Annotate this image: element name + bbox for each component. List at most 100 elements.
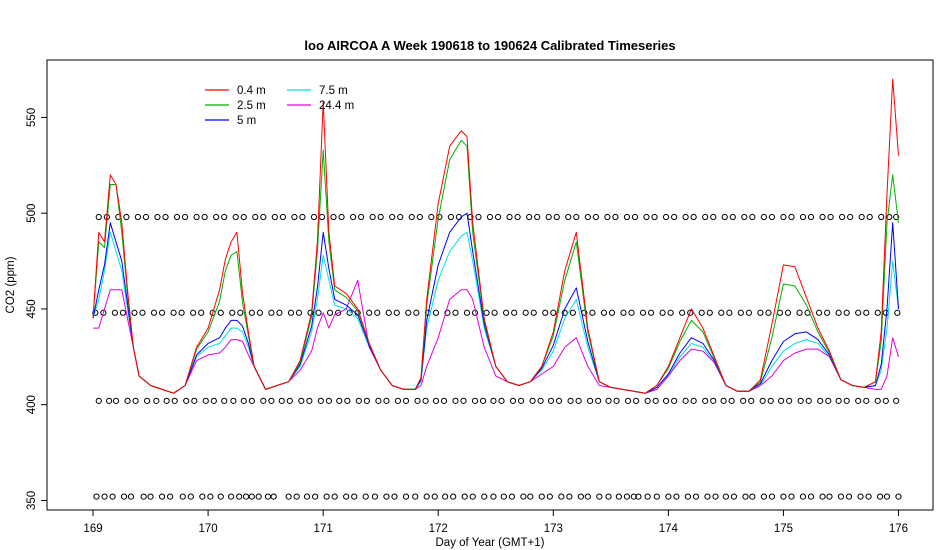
calibration-point bbox=[463, 309, 471, 316]
calibration-point bbox=[797, 397, 804, 404]
calibration-point bbox=[248, 493, 255, 500]
calibration-point bbox=[198, 309, 205, 316]
calibration-point bbox=[893, 397, 900, 404]
calibration-point bbox=[248, 309, 255, 316]
calibration-point bbox=[362, 493, 369, 500]
series-line-0-4-m bbox=[92, 78, 899, 394]
calibration-point bbox=[612, 213, 619, 221]
y-axis: 350 400 450 500 550 bbox=[26, 108, 47, 510]
calibration-point bbox=[874, 397, 881, 404]
calibration-point bbox=[471, 397, 479, 404]
calibration-point bbox=[815, 309, 823, 316]
calibration-point bbox=[278, 397, 285, 404]
calibration-point bbox=[845, 493, 853, 500]
calibration-point bbox=[595, 397, 602, 404]
calibration-point bbox=[423, 493, 430, 500]
calibration-point bbox=[682, 213, 689, 221]
calibration-point bbox=[767, 397, 774, 404]
calibration-point bbox=[843, 397, 850, 404]
calibration-point bbox=[315, 309, 322, 316]
calibration-point bbox=[158, 493, 166, 500]
calibration-point bbox=[702, 213, 709, 221]
calibration-point bbox=[895, 493, 902, 500]
calibration-point bbox=[363, 397, 370, 404]
calibration-point bbox=[542, 309, 549, 316]
calibration-point bbox=[514, 213, 521, 221]
calibration-point bbox=[847, 213, 854, 221]
calibration-point bbox=[228, 493, 235, 500]
calibration-point bbox=[295, 309, 303, 316]
calibration-point bbox=[628, 309, 635, 316]
calibration-point bbox=[698, 309, 705, 316]
calibration-point bbox=[183, 397, 190, 404]
calibration-point bbox=[778, 397, 785, 404]
x-tick-label: 171 bbox=[314, 523, 333, 535]
calibration-point bbox=[569, 309, 576, 316]
calibration-point bbox=[162, 213, 169, 221]
calibration-point bbox=[671, 213, 678, 221]
y-tick-label: 400 bbox=[26, 395, 38, 414]
calibration-point bbox=[749, 493, 756, 500]
calibration-point bbox=[673, 493, 680, 500]
legend-label: 5 m bbox=[237, 115, 256, 127]
calibration-point bbox=[858, 213, 865, 221]
calibration-point bbox=[684, 493, 692, 500]
calibration-point bbox=[577, 493, 585, 500]
calibration-point bbox=[662, 213, 670, 221]
calibration-point bbox=[285, 493, 292, 500]
calibration-point bbox=[317, 397, 324, 404]
calibration-point bbox=[190, 309, 197, 316]
calibration-point bbox=[422, 397, 429, 404]
chart-title: loo AIRCOA A Week 190618 to 190624 Calib… bbox=[304, 38, 675, 53]
calibration-point bbox=[325, 397, 333, 404]
calibration-point bbox=[807, 493, 815, 500]
calibration-point bbox=[567, 397, 574, 404]
calibration-point bbox=[374, 309, 381, 316]
calibration-point bbox=[154, 213, 161, 221]
calibration-point bbox=[310, 213, 318, 221]
calibration-point bbox=[119, 309, 127, 316]
calibration-point bbox=[876, 493, 884, 500]
calibration-point bbox=[303, 493, 311, 500]
calibration-point bbox=[440, 397, 448, 404]
calibration-point bbox=[486, 213, 494, 221]
calibration-point bbox=[163, 397, 170, 404]
y-axis-label: CO2 (ppm) bbox=[5, 256, 17, 313]
calibration-point bbox=[819, 493, 826, 500]
calibration-point bbox=[538, 493, 545, 500]
calibration-point bbox=[796, 309, 803, 316]
calibration-point bbox=[271, 213, 278, 221]
calibration-point bbox=[389, 213, 396, 221]
calibration-point bbox=[131, 309, 138, 316]
calibration-point bbox=[631, 213, 639, 221]
calibration-point bbox=[260, 213, 267, 221]
series-line-2-5-m bbox=[92, 139, 899, 394]
calibration-point bbox=[526, 213, 533, 221]
calibration-point bbox=[741, 213, 748, 221]
calibration-point bbox=[704, 493, 711, 500]
calibration-point bbox=[545, 213, 552, 221]
calibration-point bbox=[394, 397, 402, 404]
calibration-point bbox=[503, 309, 510, 316]
calibration-point bbox=[100, 309, 107, 316]
calibration-point bbox=[127, 493, 135, 500]
calibration-point bbox=[179, 493, 186, 500]
calibration-point bbox=[494, 213, 502, 221]
x-axis-label: Day of Year (GMT+1) bbox=[436, 537, 545, 549]
calibration-point bbox=[857, 493, 864, 500]
calibration-point bbox=[237, 309, 244, 316]
calibration-point bbox=[565, 213, 572, 221]
calibration-point bbox=[279, 213, 286, 221]
calibration-point bbox=[498, 397, 505, 404]
calibration-point bbox=[721, 213, 728, 221]
calibration-point bbox=[553, 213, 560, 221]
calibration-point bbox=[644, 493, 651, 500]
calibration-point bbox=[202, 397, 209, 404]
calibration-point bbox=[855, 397, 862, 404]
calibration-point bbox=[375, 397, 382, 404]
series-line-24-4-m bbox=[93, 279, 899, 394]
calibration-point bbox=[173, 213, 181, 221]
calibration-point bbox=[604, 213, 611, 221]
calibration-point bbox=[481, 493, 488, 500]
